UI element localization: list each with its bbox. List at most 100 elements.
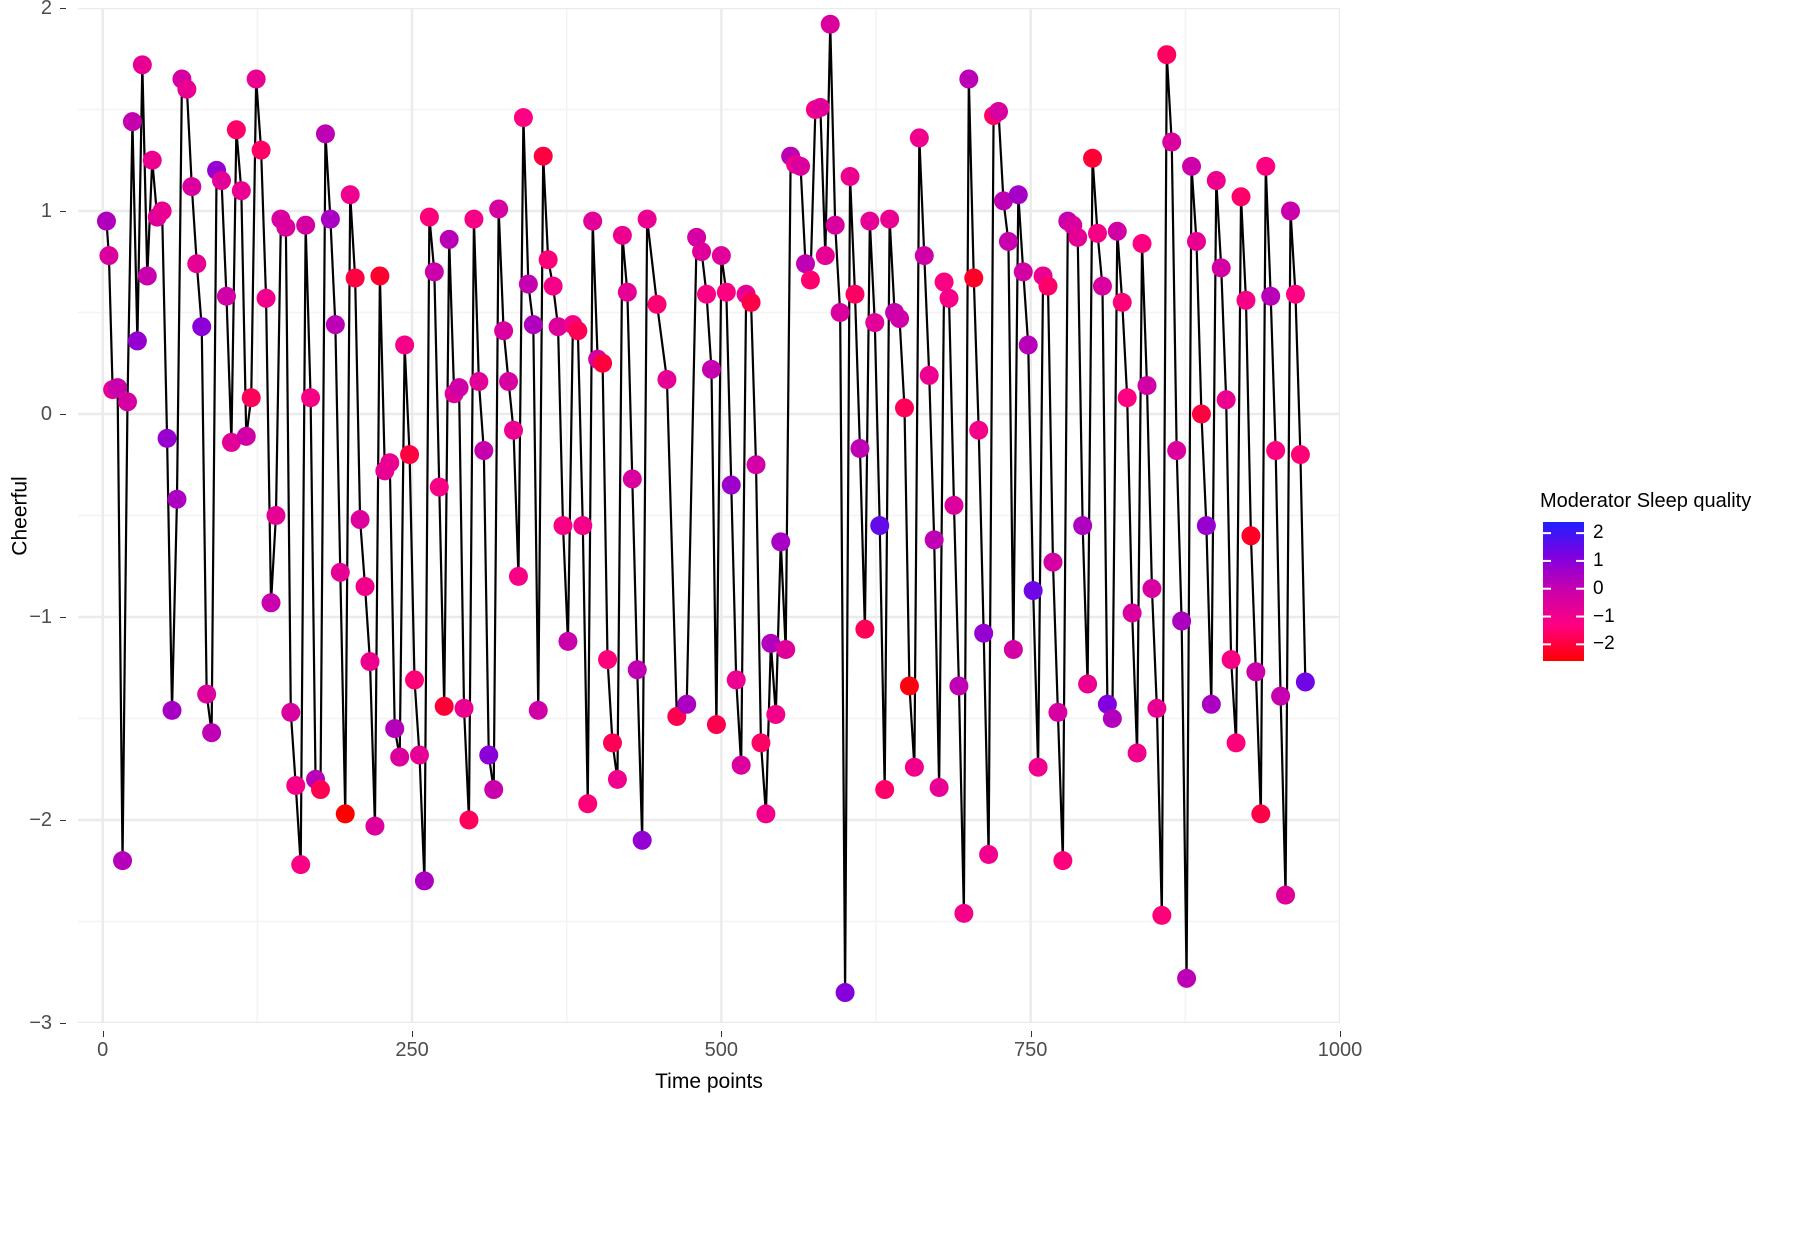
data-point [776,639,796,659]
x-tick-mark [102,1031,104,1037]
data-point [1226,733,1246,753]
data-point [1112,292,1132,312]
x-tick-mark [1030,1031,1032,1037]
data-point [1102,709,1122,728]
data-point [187,254,207,274]
data-point [810,97,830,117]
data-point [1201,694,1221,714]
data-point [998,231,1018,251]
data-point [840,166,860,186]
data-point [459,810,479,830]
y-tick-label: 2 [40,0,52,19]
data-point [370,266,390,286]
data-point [340,185,360,205]
data-point [1256,156,1276,176]
data-point [894,398,914,418]
data-point [499,372,519,392]
data-point [1285,284,1305,304]
data-point [622,469,642,489]
data-point [182,177,202,197]
data-point [543,276,563,296]
data-point [697,284,717,304]
data-point [424,262,444,282]
data-point [419,207,439,227]
data-point [573,516,593,536]
data-point [108,378,128,398]
data-point [657,369,677,389]
data-point [266,506,286,525]
data-point [751,733,771,753]
data-point [1276,885,1296,905]
data-point [236,426,256,446]
data-point [835,983,855,1003]
data-point [301,388,321,408]
legend-title: Moderator Sleep quality [1540,490,1752,512]
data-point [484,780,504,800]
data-point [1157,45,1177,65]
data-point [132,55,152,75]
data-point [627,660,647,680]
data-point [533,146,553,166]
data-point [593,353,613,373]
data-point [1152,905,1172,925]
data-point [1191,404,1211,424]
y-tick-mark [60,211,66,212]
data-point [99,246,119,266]
data-point [880,209,900,229]
data-point [385,719,405,739]
data-point [1137,376,1157,396]
data-point [598,650,618,670]
data-point [335,804,355,824]
data-point [612,225,632,245]
data-point [1132,233,1152,253]
data-point [400,445,420,465]
x-tick-label: 500 [704,1039,739,1061]
data-point [177,79,197,99]
y-tick-mark [60,414,66,415]
data-point [617,282,637,302]
data-point [944,495,964,515]
data-point [1023,581,1043,601]
data-point [1147,698,1167,718]
data-point [320,209,340,229]
data-point [1078,674,1098,694]
data-point [1013,262,1033,282]
data-point [1281,201,1301,221]
data-point [286,775,306,795]
data-point [1241,526,1261,546]
data-point [1073,516,1093,536]
data-point [513,108,533,128]
data-point [518,274,538,294]
data-point [929,778,949,798]
data-point [919,365,939,385]
data-point [796,254,816,274]
plot-panel-wrapper [78,8,1340,1220]
legend-tick-label: 0 [1593,577,1604,599]
data-point [979,845,999,865]
data-point [449,378,469,398]
data-point [583,211,603,231]
y-tick-mark [60,8,66,9]
data-point [1068,227,1088,247]
x-tick-mark [412,1031,414,1037]
data-point [489,199,509,219]
data-point [365,816,385,836]
data-point [989,102,1009,122]
data-point [1167,441,1187,461]
data-point [434,696,454,716]
y-tick-label: 1 [40,200,52,222]
data-point [815,246,835,266]
legend-tick-label: −1 [1593,605,1615,627]
data-point [216,286,236,306]
data-point [1246,662,1266,682]
data-point [1266,441,1286,461]
data-point [1028,757,1048,777]
data-point [504,420,524,440]
data-point [909,128,929,148]
data-point [726,670,746,690]
data-point [1048,702,1068,722]
data-point [261,593,281,613]
data-point [731,755,751,775]
data-point [548,317,568,337]
